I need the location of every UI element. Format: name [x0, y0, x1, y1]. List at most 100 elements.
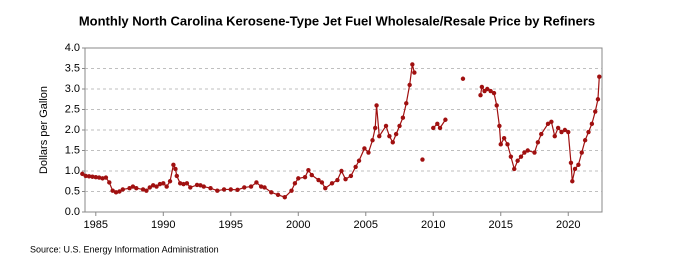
data-point	[595, 97, 601, 102]
data-point	[181, 181, 186, 187]
y-tick-label: 0.0	[65, 206, 80, 218]
y-tick-label: 3.0	[65, 83, 80, 95]
data-point	[275, 192, 281, 197]
y-tick-label: 4.0	[65, 42, 80, 54]
data-point	[282, 195, 287, 200]
data-point	[144, 188, 149, 193]
data-point	[150, 183, 156, 188]
data-point	[215, 188, 220, 193]
x-tick-label: 2020	[556, 219, 580, 231]
data-point	[460, 76, 466, 81]
data-point	[248, 184, 254, 189]
data-point	[366, 150, 371, 155]
data-point	[410, 62, 415, 67]
data-point	[570, 179, 575, 184]
data-point	[184, 181, 190, 186]
data-point	[127, 186, 132, 191]
data-point	[420, 157, 425, 162]
data-point	[505, 142, 510, 147]
data-point	[589, 121, 595, 127]
data-point	[258, 184, 264, 189]
data-point	[404, 101, 409, 106]
data-point	[582, 138, 588, 143]
y-tick-label: 1.0	[65, 165, 80, 177]
y-axis-label: Dollars per Gallon	[38, 86, 50, 174]
data-point	[437, 125, 443, 131]
data-point	[400, 115, 406, 120]
data-point	[134, 186, 139, 191]
y-tick-label: 3.5	[65, 62, 80, 74]
data-point	[348, 173, 354, 179]
data-point	[397, 123, 402, 129]
data-point	[532, 150, 537, 155]
x-tick-label: 1985	[84, 219, 108, 231]
data-point	[221, 187, 227, 192]
source-note: Source: U.S. Energy Information Administ…	[30, 244, 219, 254]
data-point	[390, 140, 395, 145]
data-point	[586, 129, 591, 135]
data-point	[194, 182, 200, 188]
data-point	[491, 90, 497, 96]
data-point	[552, 133, 557, 139]
data-point	[478, 92, 483, 98]
data-point	[242, 185, 247, 190]
data-point	[498, 142, 503, 147]
data-point	[316, 177, 321, 183]
data-point	[576, 162, 581, 168]
data-point	[228, 187, 233, 192]
data-point	[435, 121, 440, 127]
y-tick-label: 2.5	[65, 103, 80, 115]
data-point	[120, 187, 125, 192]
data-point	[479, 84, 485, 90]
data-point	[525, 148, 530, 153]
data-point	[147, 185, 152, 190]
data-point	[566, 129, 571, 135]
chart-title: Monthly North Carolina Kerosene-Type Jet…	[79, 13, 595, 28]
data-point	[289, 188, 294, 193]
x-tick-label: 2000	[286, 219, 310, 231]
data-point	[545, 121, 551, 127]
y-tick-label: 0.5	[65, 185, 80, 197]
data-point	[374, 103, 379, 108]
data-point	[512, 166, 517, 172]
data-point	[302, 174, 308, 180]
data-point	[335, 177, 340, 183]
data-point	[522, 150, 527, 155]
x-tick-label: 1990	[151, 219, 175, 231]
data-point	[80, 171, 85, 177]
y-tick-label: 1.5	[65, 144, 80, 156]
data-point	[110, 188, 115, 193]
data-point	[262, 185, 267, 190]
data-point	[443, 117, 448, 122]
data-point	[593, 109, 598, 114]
data-point	[579, 150, 584, 155]
data-point	[508, 154, 514, 159]
data-point	[130, 184, 136, 189]
data-point	[103, 175, 109, 180]
data-point	[154, 184, 159, 189]
data-point	[356, 158, 362, 163]
data-point	[494, 103, 499, 108]
data-point	[362, 146, 367, 151]
data-point	[549, 119, 554, 125]
data-point	[177, 181, 183, 186]
data-point	[292, 181, 298, 186]
data-point	[319, 180, 325, 185]
data-point	[339, 168, 344, 174]
data-point	[107, 180, 112, 185]
data-point	[161, 181, 166, 186]
data-point	[559, 129, 564, 135]
data-point	[174, 173, 179, 179]
data-point	[100, 176, 105, 181]
data-point	[323, 186, 328, 191]
data-point	[555, 125, 561, 131]
data-point	[167, 179, 173, 184]
data-point	[306, 167, 311, 173]
data-point	[497, 123, 502, 129]
data-point	[113, 190, 119, 195]
data-point	[198, 183, 203, 188]
x-tick-label: 2010	[421, 219, 445, 231]
data-point	[269, 190, 274, 195]
data-point	[254, 180, 259, 185]
data-point	[309, 172, 314, 178]
